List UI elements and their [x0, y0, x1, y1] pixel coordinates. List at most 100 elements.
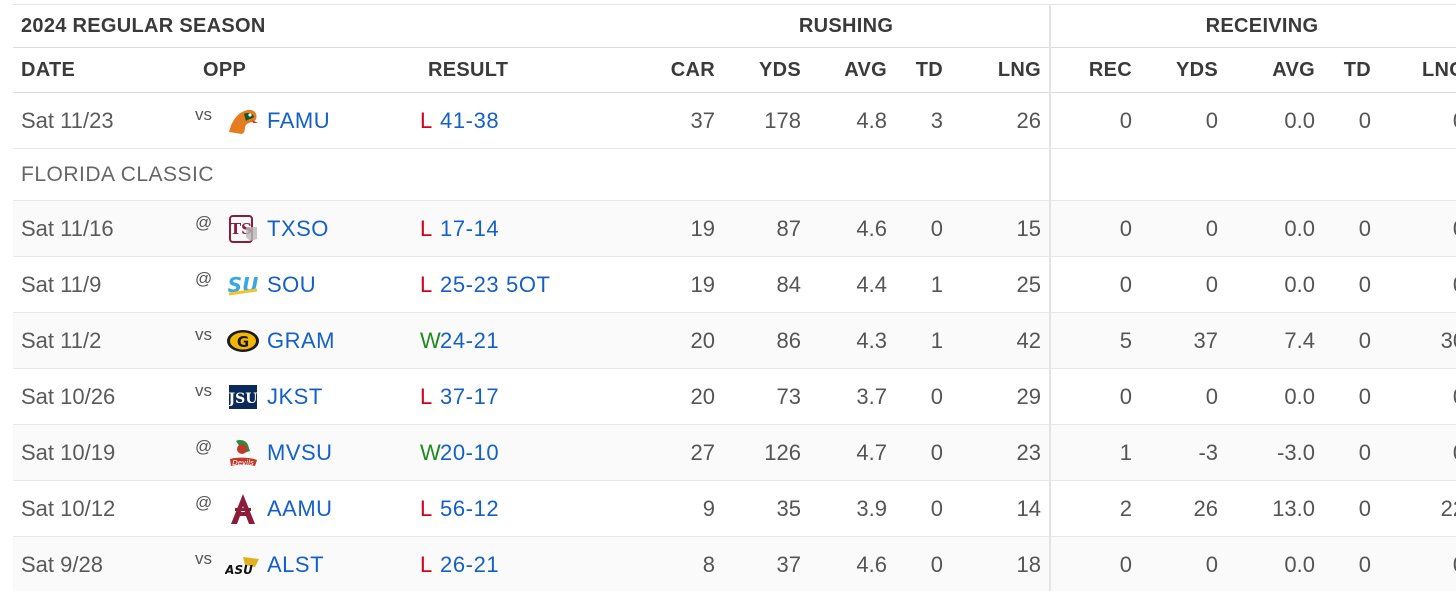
famu-rattler-logo-icon[interactable]: [225, 105, 261, 137]
rec-rec-value: 0: [1049, 368, 1141, 425]
rec-lng-value: 0: [1379, 200, 1456, 257]
opponent-link[interactable]: FAMU: [267, 107, 331, 133]
alst-logo-icon[interactable]: ASU: [225, 549, 261, 581]
game-date: Sat 10/12: [13, 480, 195, 537]
home-away-indicator: vs: [195, 380, 212, 400]
col-rush-lng: LNG: [951, 47, 1051, 93]
result-cell: L 26-21: [420, 536, 643, 591]
svg-text:Devils: Devils: [232, 459, 254, 467]
rush-car-value: 19: [643, 200, 723, 257]
win-loss-indicator: W: [420, 327, 442, 353]
rec-td-value: 0: [1323, 200, 1380, 257]
opponent-link[interactable]: SOU: [267, 271, 317, 297]
result-cell: L 41-38: [420, 92, 643, 149]
rec-lng-value: 30: [1379, 312, 1456, 369]
rec-lng-value: 0: [1379, 256, 1456, 313]
result-score-link[interactable]: 17-14: [440, 215, 500, 241]
home-away-indicator: @: [195, 492, 213, 512]
game-date: Sat 11/9: [13, 256, 195, 313]
result-score-link[interactable]: 25-23 5OT: [440, 271, 551, 297]
col-date: DATE: [13, 47, 195, 93]
rec-avg-value: 0.0: [1226, 368, 1324, 425]
opponent-link[interactable]: GRAM: [267, 327, 335, 353]
rec-yds-value: 26: [1140, 480, 1227, 537]
col-rec-yds: YDS: [1140, 47, 1227, 93]
col-rec-avg: AVG: [1226, 47, 1324, 93]
rush-avg-value: 3.7: [809, 368, 895, 425]
game-date: Sat 11/2: [13, 312, 195, 369]
rush-avg-value: 4.8: [809, 92, 895, 149]
txso-logo-icon[interactable]: TS: [225, 213, 261, 245]
season-title: 2024 REGULAR SEASON: [13, 4, 643, 48]
rush-avg-value: 4.7: [809, 424, 895, 481]
opponent-link[interactable]: MVSU: [267, 439, 333, 465]
rec-lng-value: 0: [1379, 424, 1456, 481]
rush-lng-value: 25: [951, 256, 1051, 313]
rush-td-value: 1: [895, 256, 951, 313]
game-date: Sat 11/16: [13, 200, 195, 257]
opponent-cell: vs ASU ALST: [195, 536, 420, 591]
mvsu-logo-icon[interactable]: Devils: [225, 437, 261, 469]
col-opp: OPP: [195, 47, 420, 93]
rush-lng-value: 26: [951, 92, 1051, 149]
result-score-link[interactable]: 37-17: [440, 383, 500, 409]
rush-yds-value: 87: [723, 200, 809, 257]
home-away-indicator: vs: [195, 324, 212, 344]
southern-logo-icon[interactable]: SU: [225, 269, 261, 301]
rush-lng-value: 23: [951, 424, 1051, 481]
game-log-table: 2024 REGULAR SEASON RUSHING RECEIVING DA…: [13, 4, 1456, 591]
opponent-cell: vs FAMU: [195, 92, 420, 149]
rec-yds-value: 0: [1140, 536, 1227, 591]
win-loss-indicator: W: [420, 439, 442, 465]
rec-td-value: 0: [1323, 536, 1380, 591]
rec-yds-value: -3: [1140, 424, 1227, 481]
result-cell: L 37-17: [420, 368, 643, 425]
home-away-indicator: @: [195, 212, 213, 232]
result-score-link[interactable]: 24-21: [440, 327, 500, 353]
jackson-state-logo-icon[interactable]: JSU: [225, 381, 261, 413]
rec-rec-value: 5: [1049, 312, 1141, 369]
rush-td-value: 0: [895, 200, 951, 257]
rec-avg-value: 7.4: [1226, 312, 1324, 369]
game-date: Sat 10/19: [13, 424, 195, 481]
opponent-cell: @ AAMU: [195, 480, 420, 537]
rec-yds-value: 0: [1140, 200, 1227, 257]
rush-avg-value: 4.4: [809, 256, 895, 313]
rec-rec-value: 1: [1049, 424, 1141, 481]
rec-rec-value: 0: [1049, 536, 1141, 591]
rush-car-value: 20: [643, 312, 723, 369]
opponent-cell: @ Devils MVSU: [195, 424, 420, 481]
rush-td-value: 0: [895, 368, 951, 425]
result-score-link[interactable]: 41-38: [440, 107, 500, 133]
rec-lng-value: 0: [1379, 368, 1456, 425]
grambling-logo-icon[interactable]: G: [225, 325, 261, 357]
rush-lng-value: 14: [951, 480, 1051, 537]
aamu-logo-icon[interactable]: [225, 493, 261, 525]
rec-avg-value: 0.0: [1226, 92, 1324, 149]
opponent-link[interactable]: AAMU: [267, 495, 333, 521]
opponent-link[interactable]: JKST: [267, 383, 323, 409]
rush-yds-value: 178: [723, 92, 809, 149]
rec-td-value: 0: [1323, 368, 1380, 425]
rec-td-value: 0: [1323, 256, 1380, 313]
table-row: Sat 10/19 @ Devils MVSU W20-10 27 126 4.7 0 23 1 -3…: [13, 424, 1456, 481]
rec-lng-value: 0: [1379, 92, 1456, 149]
result-cell: W20-10: [420, 424, 643, 481]
win-loss-indicator: L: [420, 383, 433, 409]
result-score-link[interactable]: 26-21: [440, 551, 500, 577]
rush-car-value: 8: [643, 536, 723, 591]
result-score-link[interactable]: 20-10: [440, 439, 500, 465]
rush-avg-value: 3.9: [809, 480, 895, 537]
opponent-link[interactable]: TXSO: [267, 215, 329, 241]
rec-avg-value: -3.0: [1226, 424, 1324, 481]
rec-rec-value: 2: [1049, 480, 1141, 537]
win-loss-indicator: L: [420, 215, 433, 241]
rush-yds-value: 84: [723, 256, 809, 313]
rec-yds-value: 0: [1140, 368, 1227, 425]
opponent-link[interactable]: ALST: [267, 551, 325, 577]
result-score-link[interactable]: 56-12: [440, 495, 500, 521]
rec-avg-value: 0.0: [1226, 256, 1324, 313]
rec-avg-value: 0.0: [1226, 536, 1324, 591]
